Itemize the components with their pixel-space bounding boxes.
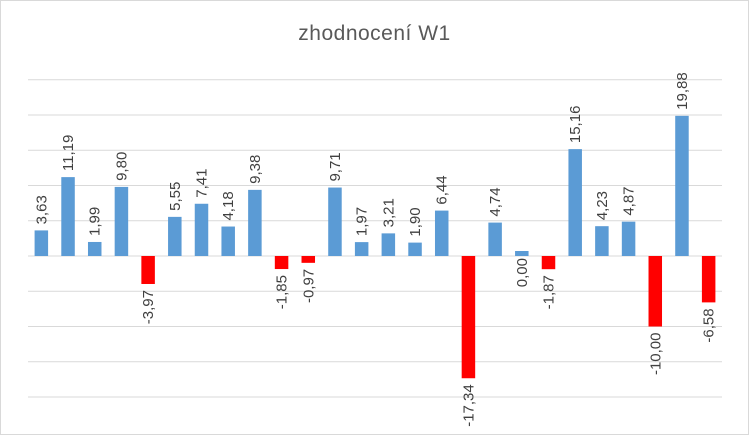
data-label: 15,16 xyxy=(567,106,584,144)
bar xyxy=(328,187,342,256)
bar xyxy=(488,222,502,256)
data-label: 1,90 xyxy=(407,207,424,236)
data-label: 9,38 xyxy=(247,155,264,184)
chart-title: zhodnocení W1 xyxy=(298,22,451,45)
data-label: -6,58 xyxy=(701,308,718,342)
data-label: 0,00 xyxy=(514,258,531,287)
bar xyxy=(408,242,422,256)
bar xyxy=(434,210,449,256)
data-label: 1,99 xyxy=(87,207,104,236)
bar xyxy=(595,226,609,256)
data-label: 4,23 xyxy=(594,191,611,220)
data-label: 4,74 xyxy=(487,187,504,216)
bar xyxy=(141,256,155,284)
data-label: -1,87 xyxy=(541,275,558,309)
bar xyxy=(568,149,582,256)
data-label: -1,85 xyxy=(274,275,291,309)
bar xyxy=(61,177,75,256)
data-label: 5,55 xyxy=(167,182,184,211)
data-label: 9,71 xyxy=(327,152,344,181)
data-label: 4,18 xyxy=(220,191,237,220)
bar xyxy=(675,115,689,256)
data-label: 7,41 xyxy=(194,169,211,198)
data-label: 3,63 xyxy=(33,195,50,224)
bar xyxy=(621,221,636,256)
data-label: 6,44 xyxy=(434,175,451,204)
data-label: -3,97 xyxy=(140,290,157,324)
bar xyxy=(381,233,396,256)
data-label: 19,88 xyxy=(674,72,691,110)
bar xyxy=(87,241,102,256)
bar xyxy=(541,256,556,270)
data-label: 11,19 xyxy=(60,135,77,171)
data-label: -0,97 xyxy=(300,269,317,303)
bar xyxy=(515,251,529,256)
bar xyxy=(274,256,289,270)
bar xyxy=(34,230,49,256)
bar xyxy=(354,242,369,256)
bar xyxy=(248,189,262,256)
bar xyxy=(194,203,209,256)
data-label: 4,87 xyxy=(621,186,638,215)
data-label: 3,21 xyxy=(380,198,397,227)
bar xyxy=(301,256,316,263)
data-label: 9,80 xyxy=(113,152,130,181)
data-label: 1,97 xyxy=(354,207,371,236)
data-label: -17,34 xyxy=(460,384,477,427)
bar xyxy=(461,256,476,379)
bar xyxy=(701,256,716,303)
bar xyxy=(648,256,663,327)
data-label: -10,00 xyxy=(647,333,664,376)
bar xyxy=(221,226,235,256)
bar xyxy=(168,216,182,256)
bar xyxy=(114,186,129,256)
